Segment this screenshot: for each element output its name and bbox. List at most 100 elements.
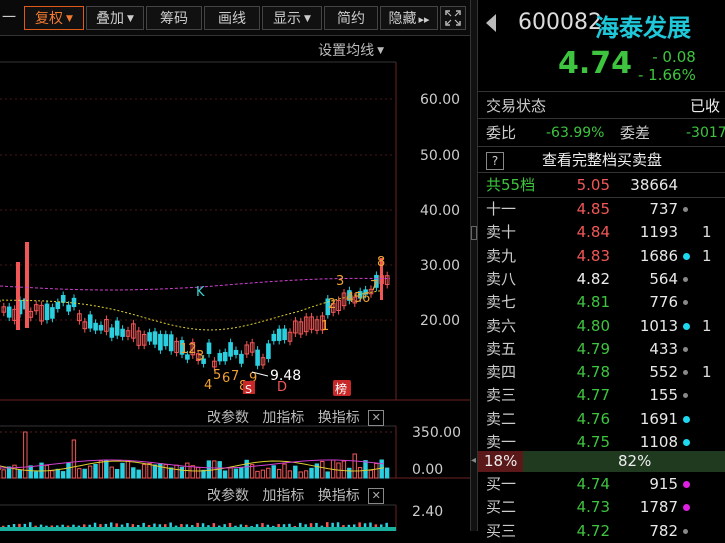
chips-button[interactable]: 筹码 — [146, 6, 202, 30]
vol-ma-magenta — [0, 459, 385, 469]
change-params-button[interactable]: 改参数 — [207, 488, 249, 504]
bid-row[interactable]: 买一 4.74 915 — [478, 473, 725, 496]
macd-bar — [250, 525, 253, 527]
volume-bar — [136, 469, 141, 479]
candle-body — [222, 352, 228, 362]
volume-bar — [239, 467, 244, 479]
set-ma-button[interactable]: 设置均线 ▼ — [318, 40, 384, 60]
candle-body — [330, 303, 336, 313]
draw-line-button[interactable]: 画线 — [204, 6, 260, 30]
weicha-value: -3017 — [686, 125, 725, 141]
volume-bar — [82, 468, 87, 479]
expand-icon[interactable] — [440, 6, 466, 30]
volume-bar — [228, 467, 233, 479]
candle-body — [185, 354, 190, 360]
macd-bar — [304, 524, 307, 527]
hide-button[interactable]: 隐藏 ▸▸ — [380, 6, 438, 30]
ask-row[interactable]: 卖二 4.76 1691 — [478, 408, 725, 431]
current-price: 4.74 — [558, 46, 633, 81]
ask-row[interactable]: 卖六 4.80 1013 1 — [478, 315, 725, 338]
sequence-number: 9 — [249, 371, 257, 386]
bid-level-label: 买三 — [486, 521, 517, 540]
ask-row[interactable]: 卖九 4.83 1686 1 — [478, 245, 725, 268]
add-indicator-button[interactable]: 加指标 — [262, 488, 305, 504]
sequence-number: 2 — [328, 297, 336, 312]
ask-price: 4.84 — [576, 223, 610, 242]
macd-bar — [234, 525, 237, 527]
macd-bar — [266, 524, 270, 527]
display-dropdown[interactable]: 显示 ▼ — [262, 6, 322, 30]
candle-body — [66, 304, 71, 312]
macd-bar — [61, 524, 64, 527]
panel-splitter[interactable]: ◂ — [470, 0, 478, 531]
simple-button[interactable]: 简约 — [324, 6, 378, 30]
ask-row[interactable]: 卖七 4.81 776 — [478, 291, 725, 314]
splitter-arrow-icon[interactable]: ◂ — [471, 455, 477, 466]
bid-volume: 1787 — [639, 498, 678, 517]
switch-indicator-button[interactable]: 换指标 — [317, 410, 360, 426]
candle-body — [384, 275, 390, 285]
close-icon[interactable]: ✕ — [368, 410, 385, 426]
candle-body — [77, 313, 82, 322]
overlay-dropdown[interactable]: 叠加 ▼ — [86, 6, 144, 30]
ma-line-mid — [0, 290, 381, 331]
candle-body — [114, 320, 120, 336]
volume-bar — [384, 467, 390, 479]
ask-level-label: 卖八 — [486, 269, 517, 288]
macd-bar — [66, 525, 70, 527]
sequence-number: 3 — [196, 349, 204, 364]
volume-bar — [357, 467, 363, 479]
stock-code: 600082 — [518, 10, 602, 35]
volume-bar — [104, 460, 109, 479]
full-book-link[interactable]: 查看完整档买卖盘 — [542, 151, 663, 169]
volume-bar — [271, 465, 276, 479]
ask-row[interactable]: 卖八 4.82 564 — [478, 268, 725, 291]
volume-bar — [141, 464, 147, 479]
splitter-handle[interactable] — [471, 226, 477, 240]
add-indicator-button[interactable]: 加指标 — [262, 410, 305, 426]
ask-price: 4.81 — [576, 293, 610, 312]
ask-row[interactable]: 卖一 4.75 1108 — [478, 431, 725, 454]
candle-body — [71, 297, 77, 308]
back-arrow-icon[interactable] — [486, 14, 496, 32]
ask-row[interactable]: 卖十 4.84 1193 1 — [478, 221, 725, 244]
bid-price: 4.73 — [576, 498, 610, 517]
toolbar-item-one[interactable]: 一 — [2, 10, 16, 26]
ask-price: 4.76 — [576, 409, 610, 428]
close-icon[interactable]: ✕ — [368, 488, 385, 504]
fuquan-dropdown[interactable]: 复权 ▼ — [24, 6, 84, 30]
ask-row[interactable]: 卖三 4.77 155 — [478, 384, 725, 407]
volume-bar — [120, 462, 125, 479]
ask-extra: 1 — [702, 316, 712, 335]
ask-row[interactable]: 十一 4.85 737 — [478, 198, 725, 221]
candle-body — [352, 296, 358, 304]
ask-price: 4.78 — [576, 363, 610, 382]
help-icon[interactable]: ? — [486, 152, 504, 170]
macd-bar — [255, 524, 259, 527]
macd-bar — [342, 525, 345, 527]
quote-panel: 600082 海泰发展 4.74 - 0.08 - 1.66% 交易状态 已收 … — [478, 0, 725, 540]
switch-indicator-button[interactable]: 换指标 — [317, 488, 360, 504]
volume-bar — [17, 469, 23, 479]
macd-bar — [331, 522, 334, 527]
full-book-row[interactable]: ? 查看完整档买卖盘 — [478, 149, 725, 172]
sequence-number: 3 — [336, 274, 344, 289]
volume-bar — [276, 468, 282, 479]
bid-row[interactable]: 买三 4.72 782 — [478, 520, 725, 543]
change-params-button[interactable]: 改参数 — [207, 410, 249, 426]
order-dot-icon — [683, 415, 690, 423]
ask-row[interactable]: 卖四 4.78 552 1 — [478, 361, 725, 384]
volume-bar — [363, 460, 368, 479]
ask-row[interactable]: 卖五 4.79 433 — [478, 338, 725, 361]
candle-body — [195, 353, 201, 361]
panel1-header: 改参数 加指标 换指标 ✕ — [207, 407, 385, 427]
candle-body — [174, 340, 179, 353]
macd-bar — [353, 524, 356, 527]
macd-bar — [153, 523, 156, 527]
ask-price: 4.80 — [576, 316, 610, 335]
macd-bar — [191, 525, 194, 527]
bid-row[interactable]: 买二 4.73 1787 — [478, 496, 725, 519]
volume-bar — [266, 467, 271, 479]
candle-body — [82, 321, 88, 330]
volume-bar — [233, 468, 239, 479]
